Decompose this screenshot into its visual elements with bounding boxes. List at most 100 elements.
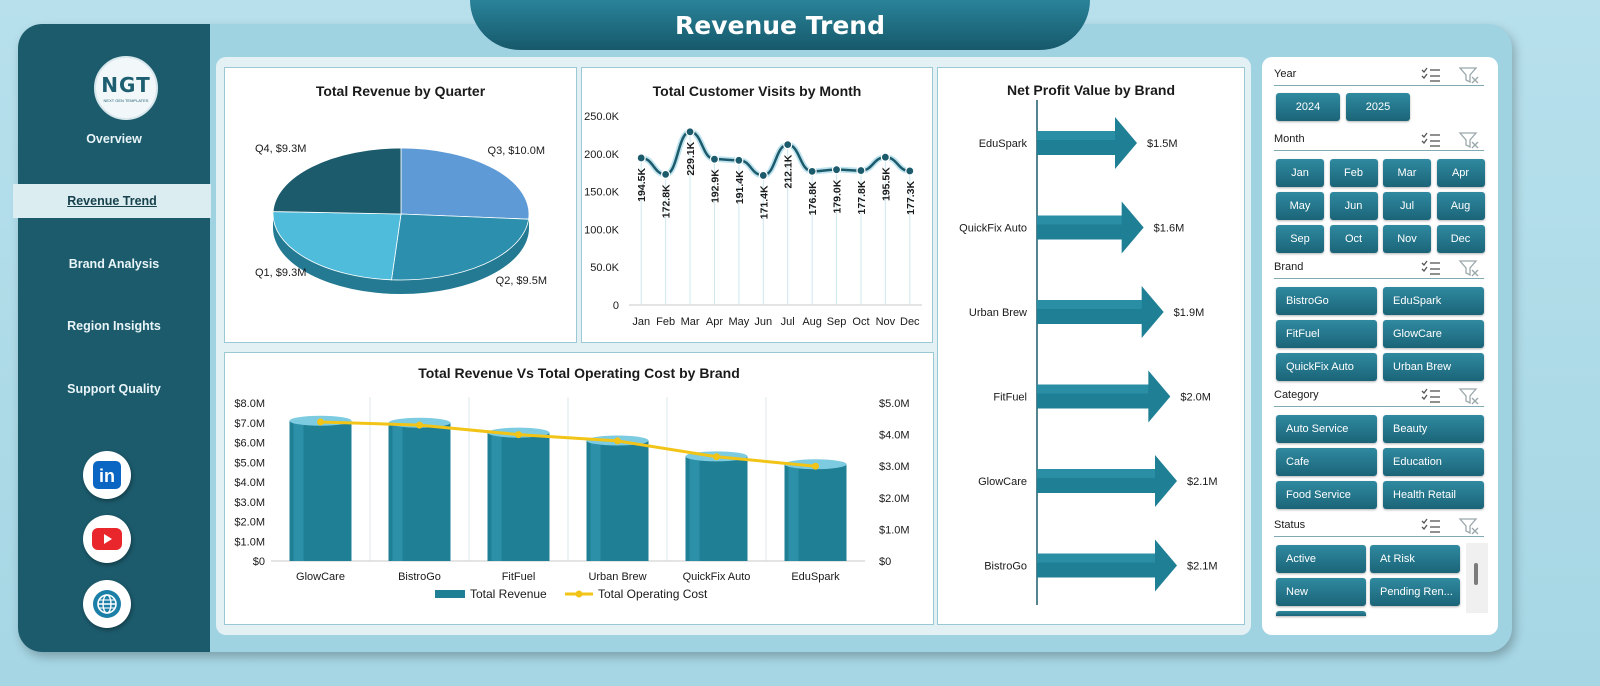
line-x-tick: Aug bbox=[802, 316, 822, 328]
filter-label-year: Year bbox=[1274, 68, 1297, 80]
multi-select-button[interactable] bbox=[1420, 259, 1442, 280]
sidebar-item-support-quality[interactable]: Support Quality bbox=[67, 382, 161, 396]
profit-data-label: $1.6M bbox=[1154, 223, 1185, 235]
multi-select-icon[interactable] bbox=[1420, 66, 1442, 84]
slicer-category-auto-service[interactable]: Auto Service bbox=[1276, 415, 1377, 443]
slicer-category-education[interactable]: Education bbox=[1383, 448, 1484, 476]
website-button[interactable] bbox=[83, 580, 131, 628]
combo-y-right-tick: $0 bbox=[879, 556, 891, 568]
line-x-tick: Jun bbox=[754, 316, 772, 328]
slicer-month-dec[interactable]: Dec bbox=[1436, 225, 1485, 253]
slicer-year-2025[interactable]: 2025 bbox=[1346, 93, 1410, 121]
scroll-thumb[interactable] bbox=[1474, 563, 1478, 585]
slicer-month-jan[interactable]: Jan bbox=[1276, 159, 1324, 187]
clear-filter-button[interactable] bbox=[1458, 66, 1480, 87]
slicer-status-pending-ren-[interactable]: Pending Ren... bbox=[1370, 578, 1460, 606]
slicer-status-active[interactable]: Active bbox=[1276, 545, 1366, 573]
slicer-month-nov[interactable]: Nov bbox=[1383, 225, 1431, 253]
slicer-month-mar[interactable]: Mar bbox=[1383, 159, 1431, 187]
line-point bbox=[831, 165, 842, 175]
clear-filter-button[interactable] bbox=[1458, 131, 1480, 152]
slicer-category-food-service[interactable]: Food Service bbox=[1276, 481, 1377, 509]
multi-select-button[interactable] bbox=[1420, 387, 1442, 408]
profit-arrow bbox=[1037, 286, 1164, 338]
clear-filter-icon[interactable] bbox=[1458, 66, 1480, 84]
slicer-month-apr[interactable]: Apr bbox=[1436, 159, 1485, 187]
clear-filter-icon[interactable] bbox=[1458, 131, 1480, 149]
line-point bbox=[709, 154, 720, 164]
multi-select-icon[interactable] bbox=[1420, 387, 1442, 405]
slicer-year-2024[interactable]: 2024 bbox=[1276, 93, 1340, 121]
line-x-tick: Sep bbox=[827, 316, 847, 328]
line-data-label: 177.8K bbox=[856, 180, 868, 214]
profit-chart-title: Net Profit Value by Brand bbox=[1006, 82, 1176, 98]
clear-filter-icon[interactable] bbox=[1458, 517, 1480, 535]
combo-chart: $0 $1.0M $2.0M $3.0M $4.0M $5.0M $6.0M $7.0M $8.… bbox=[234, 397, 910, 601]
profit-arrow bbox=[1037, 455, 1177, 507]
line-data-label: 195.5K bbox=[880, 167, 892, 201]
combo-x-tick: GlowCare bbox=[296, 571, 345, 583]
slicer-month-jul[interactable]: Jul bbox=[1383, 192, 1431, 220]
multi-select-button[interactable] bbox=[1420, 131, 1442, 152]
line-x-tick: Oct bbox=[852, 316, 869, 328]
clear-filter-button[interactable] bbox=[1458, 517, 1480, 538]
profit-arrow-highlight bbox=[1037, 553, 1155, 563]
line-y-tick: 250.0K bbox=[584, 111, 620, 123]
slicer-brand-bistrogo[interactable]: BistroGo bbox=[1276, 287, 1377, 315]
line-point bbox=[734, 155, 744, 165]
line-y-tick: 0 bbox=[613, 300, 619, 312]
slicer-category-beauty[interactable]: Beauty bbox=[1383, 415, 1484, 443]
profit-chart: EduSpark $1.5M QuickFix Auto $1.6M Urban Bre… bbox=[959, 100, 1218, 605]
slicer-brand-quickfix-auto[interactable]: QuickFix Auto bbox=[1276, 353, 1377, 381]
multi-select-button[interactable] bbox=[1420, 66, 1442, 87]
slicer-brand-urban-brew[interactable]: Urban Brew bbox=[1383, 353, 1484, 381]
slicer-category-cafe[interactable]: Cafe bbox=[1276, 448, 1377, 476]
clear-filter-icon[interactable] bbox=[1458, 259, 1480, 277]
slicer-brand-eduspark[interactable]: EduSpark bbox=[1383, 287, 1484, 315]
clear-filter-button[interactable] bbox=[1458, 387, 1480, 408]
pie-slice-q4 bbox=[272, 147, 402, 215]
youtube-button[interactable] bbox=[83, 515, 131, 563]
profit-arrow bbox=[1037, 117, 1137, 169]
status-scrollbar[interactable] bbox=[1466, 543, 1488, 613]
combo-y-left-tick: $4.0M bbox=[234, 477, 265, 489]
combo-y-right-tick: $3.0M bbox=[879, 461, 910, 473]
profit-arrow bbox=[1037, 539, 1177, 592]
slicer-status-partial[interactable] bbox=[1276, 611, 1366, 616]
sidebar-item-region-insights[interactable]: Region Insights bbox=[67, 319, 161, 333]
sidebar-item-revenue-trend[interactable]: Revenue Trend bbox=[13, 184, 211, 218]
multi-select-icon[interactable] bbox=[1420, 517, 1442, 535]
line-data-label: 191.4K bbox=[734, 170, 746, 204]
linkedin-button[interactable]: in bbox=[83, 451, 131, 499]
slicer-month-may[interactable]: May bbox=[1276, 192, 1324, 220]
sidebar-item-overview[interactable]: Overview bbox=[86, 132, 142, 146]
combo-cost-point bbox=[713, 453, 720, 461]
slicer-brand-fitfuel[interactable]: FitFuel bbox=[1276, 320, 1377, 348]
profit-arrow-highlight bbox=[1037, 469, 1155, 478]
slicer-month-oct[interactable]: Oct bbox=[1329, 225, 1378, 253]
slicer-month-feb[interactable]: Feb bbox=[1329, 159, 1378, 187]
multi-select-icon[interactable] bbox=[1420, 131, 1442, 149]
multi-select-button[interactable] bbox=[1420, 517, 1442, 538]
line-y-tick: 100.0K bbox=[584, 224, 620, 236]
line-point bbox=[636, 153, 646, 163]
slicer-month-aug[interactable]: Aug bbox=[1436, 192, 1485, 220]
slicer-brand-glowcare[interactable]: GlowCare bbox=[1383, 320, 1484, 348]
pie-chart-panel: Total Revenue by Quarter Q1, $9.3M Q2, $9… bbox=[224, 67, 577, 343]
line-data-label: 171.4K bbox=[758, 185, 770, 219]
slicer-month-jun[interactable]: Jun bbox=[1329, 192, 1378, 220]
line-chart: 0 50.0K 100.0K 150.0K 200.0K 250.0K 194.5K 172.… bbox=[584, 111, 922, 328]
clear-filter-icon[interactable] bbox=[1458, 387, 1480, 405]
logo-text: NGT bbox=[101, 73, 151, 97]
profit-category-label: QuickFix Auto bbox=[959, 223, 1027, 235]
linkedin-icon: in bbox=[93, 461, 121, 489]
multi-select-icon[interactable] bbox=[1420, 259, 1442, 277]
slicer-category-health-retail[interactable]: Health Retail bbox=[1383, 481, 1484, 509]
line-point bbox=[685, 127, 695, 137]
slicer-month-sep[interactable]: Sep bbox=[1276, 225, 1324, 253]
slicer-status-new[interactable]: New bbox=[1276, 578, 1366, 606]
clear-filter-button[interactable] bbox=[1458, 259, 1480, 280]
slicer-status-at-risk[interactable]: At Risk bbox=[1370, 545, 1460, 573]
line-y-tick: 150.0K bbox=[584, 187, 620, 199]
sidebar-item-brand-analysis[interactable]: Brand Analysis bbox=[68, 257, 160, 271]
